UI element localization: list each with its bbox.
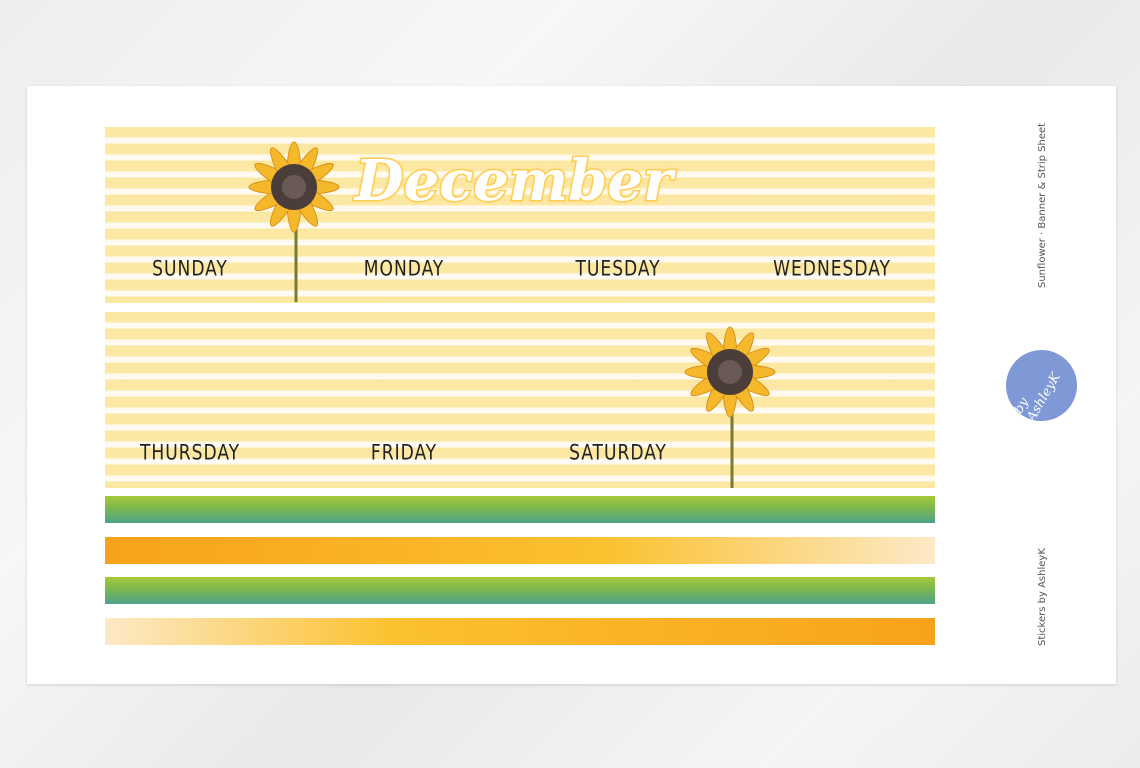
banner-week-bottom	[105, 312, 935, 488]
day-label-thursday: THURSDAY	[139, 440, 241, 466]
credit-caption: Stickers by AshleyK	[1037, 548, 1048, 646]
strip-green-1	[105, 496, 935, 523]
logo-text: by AshleyK	[1010, 370, 1064, 424]
month-title: December	[353, 147, 673, 216]
day-label-sunday: SUNDAY	[152, 256, 228, 282]
strip-green-2	[105, 577, 935, 604]
day-label-monday: MONDAY	[363, 256, 445, 282]
strip-orange-1	[105, 537, 935, 564]
day-label-saturday: SATURDAY	[569, 440, 667, 466]
sunflower-icon	[248, 141, 340, 302]
day-label-friday: FRIDAY	[370, 440, 438, 466]
product-caption: Sunflower · Banner & Strip Sheet	[1037, 122, 1048, 288]
banner-week-top	[105, 127, 935, 303]
day-label-wednesday: WEDNESDAY	[773, 256, 891, 282]
strip-orange-2	[105, 618, 935, 645]
sunflower-icon	[684, 326, 776, 488]
day-label-tuesday: TUESDAY	[575, 256, 661, 282]
